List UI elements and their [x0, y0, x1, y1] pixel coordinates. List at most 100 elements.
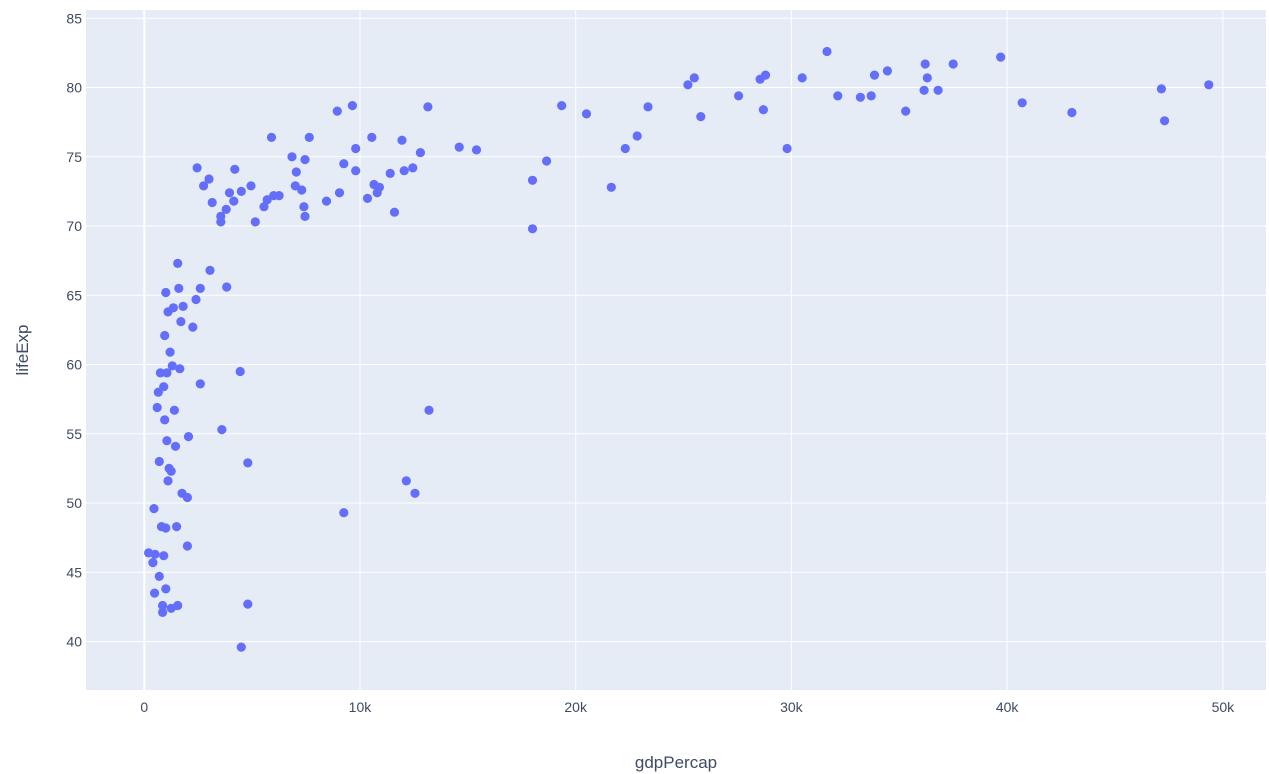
scatter-point[interactable]	[347, 101, 357, 111]
scatter-point[interactable]	[351, 143, 361, 154]
scatter-point[interactable]	[351, 166, 361, 176]
scatter-point[interactable]	[154, 571, 164, 582]
scatter-point[interactable]	[696, 112, 706, 122]
scatter-point[interactable]	[454, 142, 464, 152]
scatter-point[interactable]	[250, 217, 260, 227]
scatter-point[interactable]	[471, 145, 482, 155]
scatter-point[interactable]	[188, 322, 198, 332]
scatter-point[interactable]	[760, 70, 771, 80]
scatter-point[interactable]	[399, 166, 409, 176]
scatter-point[interactable]	[297, 185, 307, 195]
scatter-point[interactable]	[901, 106, 911, 116]
scatter-point[interactable]	[385, 168, 395, 178]
scatter-point[interactable]	[855, 92, 866, 102]
scatter-point[interactable]	[933, 85, 943, 95]
scatter-point[interactable]	[173, 600, 183, 611]
scatter-point[interactable]	[191, 294, 201, 305]
scatter-point[interactable]	[424, 405, 434, 415]
scatter-point[interactable]	[182, 492, 192, 503]
scatter-point[interactable]	[150, 549, 160, 559]
scatter-point[interactable]	[170, 441, 181, 451]
scatter-point[interactable]	[632, 131, 642, 141]
scatter-point[interactable]	[299, 202, 309, 212]
scatter-point[interactable]	[224, 188, 235, 198]
scatter-point[interactable]	[173, 258, 183, 268]
scatter-point[interactable]	[734, 91, 744, 101]
scatter-point[interactable]	[158, 607, 168, 618]
scatter-point[interactable]	[620, 143, 630, 154]
scatter-point[interactable]	[159, 551, 169, 561]
scatter-point[interactable]	[163, 476, 173, 486]
scatter-point[interactable]	[160, 330, 170, 341]
scatter-point[interactable]	[243, 458, 253, 468]
scatter-point[interactable]	[882, 66, 893, 76]
scatter-point[interactable]	[397, 135, 407, 145]
scatter-point[interactable]	[172, 522, 182, 532]
scatter-point[interactable]	[797, 73, 807, 83]
scatter-point[interactable]	[243, 599, 253, 609]
scatter-point[interactable]	[178, 301, 188, 311]
scatter-point[interactable]	[866, 91, 876, 101]
scatter-point[interactable]	[204, 174, 214, 184]
scatter-point[interactable]	[334, 188, 345, 198]
scatter-point[interactable]	[158, 600, 168, 611]
scatter-point[interactable]	[758, 105, 769, 115]
scatter-point[interactable]	[300, 155, 310, 165]
scatter-point[interactable]	[236, 186, 246, 196]
scatter-point[interactable]	[1067, 107, 1077, 118]
scatter-point[interactable]	[321, 196, 332, 206]
scatter-point[interactable]	[199, 181, 209, 191]
scatter-point[interactable]	[182, 541, 192, 551]
scatter-point[interactable]	[822, 46, 832, 57]
scatter-point[interactable]	[162, 368, 172, 378]
scatter-point[interactable]	[152, 402, 162, 413]
scatter-point[interactable]	[246, 181, 256, 191]
scatter-point[interactable]	[166, 466, 176, 476]
scatter-point[interactable]	[410, 488, 420, 498]
scatter-point[interactable]	[542, 156, 552, 166]
scatter-point[interactable]	[217, 425, 227, 435]
scatter-point[interactable]	[581, 109, 592, 119]
scatter-point[interactable]	[150, 588, 160, 598]
scatter-point[interactable]	[221, 204, 231, 214]
scatter-point[interactable]	[922, 73, 932, 83]
scatter-point[interactable]	[304, 132, 314, 142]
scatter-point[interactable]	[408, 163, 418, 173]
scatter-point[interactable]	[236, 642, 246, 652]
scatter-point[interactable]	[683, 80, 693, 90]
scatter-point[interactable]	[869, 70, 880, 80]
scatter-point[interactable]	[175, 364, 185, 374]
scatter-point[interactable]	[159, 382, 169, 392]
scatter-point[interactable]	[222, 282, 232, 292]
scatter-point[interactable]	[168, 303, 178, 313]
scatter-point[interactable]	[374, 182, 384, 192]
scatter-point[interactable]	[161, 584, 171, 594]
scatter-point[interactable]	[606, 182, 616, 192]
scatter-point[interactable]	[287, 152, 297, 162]
scatter-point[interactable]	[149, 504, 159, 514]
scatter-point[interactable]	[362, 193, 373, 203]
scatter-point[interactable]	[996, 52, 1006, 62]
scatter-point[interactable]	[230, 164, 240, 174]
scatter-point[interactable]	[183, 432, 194, 442]
scatter-point[interactable]	[160, 415, 170, 425]
scatter-point[interactable]	[948, 59, 958, 69]
scatter-point[interactable]	[205, 265, 215, 275]
scatter-point[interactable]	[235, 366, 245, 377]
scatter-point[interactable]	[557, 101, 567, 111]
scatter-point[interactable]	[161, 523, 171, 533]
scatter-point[interactable]	[274, 191, 284, 201]
scatter-point[interactable]	[169, 405, 179, 415]
scatter-point[interactable]	[165, 347, 175, 357]
scatter-point[interactable]	[167, 361, 177, 371]
scatter-point[interactable]	[689, 73, 699, 83]
scatter-point[interactable]	[207, 197, 217, 208]
scatter-point[interactable]	[527, 224, 538, 234]
scatter-point[interactable]	[148, 558, 158, 568]
scatter-point[interactable]	[643, 102, 653, 112]
scatter-point[interactable]	[195, 283, 205, 293]
scatter-point[interactable]	[1156, 84, 1166, 94]
scatter-point[interactable]	[1204, 80, 1214, 90]
scatter-point[interactable]	[176, 317, 186, 327]
scatter-point[interactable]	[920, 59, 930, 69]
